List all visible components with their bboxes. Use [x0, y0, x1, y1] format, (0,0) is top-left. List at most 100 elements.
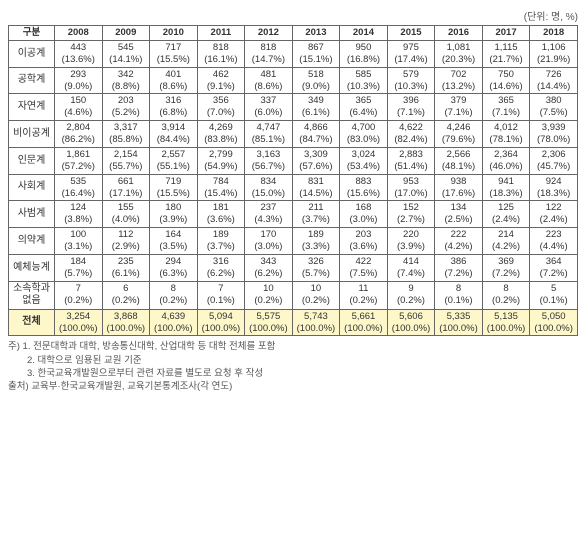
cell-value: 203	[340, 229, 387, 241]
cell-percent: (4.4%)	[530, 241, 577, 253]
cell-percent: (4.2%)	[435, 241, 482, 253]
cell-value: 422	[340, 256, 387, 268]
cell-value: 10	[293, 283, 340, 295]
row-label: 비이공계	[9, 121, 55, 148]
data-cell: 235(6.1%)	[102, 254, 150, 281]
cell-percent: (100.0%)	[388, 323, 435, 335]
data-cell: 3,939(78.0%)	[530, 121, 578, 148]
cell-value: 356	[198, 95, 245, 107]
cell-percent: (7.2%)	[483, 268, 530, 280]
cell-value: 152	[388, 202, 435, 214]
data-cell: 5(0.1%)	[530, 281, 578, 309]
cell-percent: (84.7%)	[293, 134, 340, 146]
data-cell: 5,575(100.0%)	[245, 309, 293, 336]
cell-value: 3,254	[55, 311, 102, 323]
cell-value: 5,135	[483, 311, 530, 323]
data-cell: 170(3.0%)	[245, 228, 293, 255]
cell-percent: (5.7%)	[55, 268, 102, 280]
cell-value: 211	[293, 202, 340, 214]
cell-percent: (4.0%)	[103, 214, 150, 226]
data-cell: 2,566(48.1%)	[435, 147, 483, 174]
cell-percent: (3.1%)	[55, 241, 102, 253]
cell-value: 4,622	[388, 122, 435, 134]
data-cell: 316(6.2%)	[197, 254, 245, 281]
year-header: 2015	[387, 26, 435, 41]
cell-value: 4,246	[435, 122, 482, 134]
data-cell: 316(6.8%)	[150, 94, 198, 121]
cell-percent: (56.7%)	[245, 161, 292, 173]
data-cell: 7(0.2%)	[55, 281, 103, 309]
cell-percent: (84.4%)	[150, 134, 197, 146]
data-cell: 155(4.0%)	[102, 201, 150, 228]
cell-value: 293	[55, 69, 102, 81]
cell-value: 867	[293, 42, 340, 54]
cell-percent: (21.7%)	[483, 54, 530, 66]
cell-value: 950	[340, 42, 387, 54]
data-cell: 6(0.2%)	[102, 281, 150, 309]
cell-value: 4,747	[245, 122, 292, 134]
cell-percent: (15.1%)	[293, 54, 340, 66]
cell-percent: (20.3%)	[435, 54, 482, 66]
cell-value: 1,115	[483, 42, 530, 54]
cell-percent: (0.2%)	[55, 295, 102, 307]
cell-value: 316	[198, 256, 245, 268]
cell-value: 10	[245, 283, 292, 295]
data-cell: 3,317(85.8%)	[102, 121, 150, 148]
cell-percent: (7.2%)	[435, 268, 482, 280]
data-cell: 7(0.1%)	[197, 281, 245, 309]
data-cell: 5,743(100.0%)	[292, 309, 340, 336]
cell-percent: (83.8%)	[198, 134, 245, 146]
data-table: 구분 2008 2009 2010 2011 2012 2013 2014 20…	[8, 25, 578, 336]
cell-value: 5,335	[435, 311, 482, 323]
cell-value: 481	[245, 69, 292, 81]
data-cell: 181(3.6%)	[197, 201, 245, 228]
cell-percent: (7.1%)	[483, 107, 530, 119]
data-cell: 834(15.0%)	[245, 174, 293, 201]
cell-value: 112	[103, 229, 150, 241]
cell-percent: (86.2%)	[55, 134, 102, 146]
data-cell: 211(3.7%)	[292, 201, 340, 228]
data-cell: 938(17.6%)	[435, 174, 483, 201]
cell-value: 365	[483, 95, 530, 107]
cell-percent: (14.4%)	[530, 81, 577, 93]
cell-value: 11	[340, 283, 387, 295]
row-label: 자연계	[9, 94, 55, 121]
data-cell: 579(10.3%)	[387, 67, 435, 94]
cell-percent: (3.7%)	[293, 214, 340, 226]
cell-percent: (6.2%)	[198, 268, 245, 280]
cell-percent: (15.5%)	[150, 188, 197, 200]
cell-percent: (3.5%)	[150, 241, 197, 253]
cell-percent: (10.3%)	[388, 81, 435, 93]
cell-percent: (18.3%)	[530, 188, 577, 200]
data-cell: 4,639(100.0%)	[150, 309, 198, 336]
cell-percent: (3.6%)	[198, 214, 245, 226]
cell-value: 4,639	[150, 311, 197, 323]
cell-value: 122	[530, 202, 577, 214]
cell-value: 386	[435, 256, 482, 268]
cell-percent: (18.3%)	[483, 188, 530, 200]
cell-percent: (100.0%)	[293, 323, 340, 335]
year-header: 2016	[435, 26, 483, 41]
row-label: 공학계	[9, 67, 55, 94]
cell-percent: (4.3%)	[245, 214, 292, 226]
cell-percent: (0.2%)	[103, 295, 150, 307]
cell-percent: (7.4%)	[388, 268, 435, 280]
data-cell: 189(3.3%)	[292, 228, 340, 255]
cell-value: 4,700	[340, 122, 387, 134]
data-cell: 2,364(46.0%)	[482, 147, 530, 174]
cell-value: 719	[150, 176, 197, 188]
cell-value: 1,081	[435, 42, 482, 54]
row-label: 사회계	[9, 174, 55, 201]
data-cell: 3,163(56.7%)	[245, 147, 293, 174]
cell-percent: (10.3%)	[340, 81, 387, 93]
data-cell: 168(3.0%)	[340, 201, 388, 228]
cell-percent: (100.0%)	[483, 323, 530, 335]
table-row: 이공계443(13.6%)545(14.1%)717(15.5%)818(16.…	[9, 40, 578, 67]
cell-percent: (46.0%)	[483, 161, 530, 173]
footnote-line: 출처) 교육부·한국교육개발원, 교육기본통계조사(각 연도)	[8, 380, 578, 393]
cell-value: 181	[198, 202, 245, 214]
cell-percent: (14.5%)	[293, 188, 340, 200]
cell-value: 134	[435, 202, 482, 214]
data-cell: 214(4.2%)	[482, 228, 530, 255]
data-cell: 1,861(57.2%)	[55, 147, 103, 174]
